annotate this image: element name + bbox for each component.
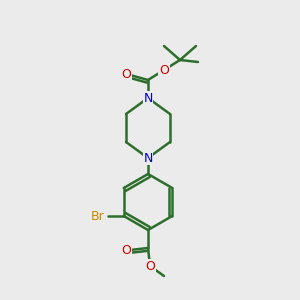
Text: O: O — [145, 260, 155, 272]
Text: N: N — [143, 152, 153, 164]
Text: Br: Br — [91, 209, 105, 223]
Text: O: O — [159, 64, 169, 76]
Text: N: N — [143, 92, 153, 104]
Text: O: O — [121, 244, 131, 256]
Text: O: O — [121, 68, 131, 82]
